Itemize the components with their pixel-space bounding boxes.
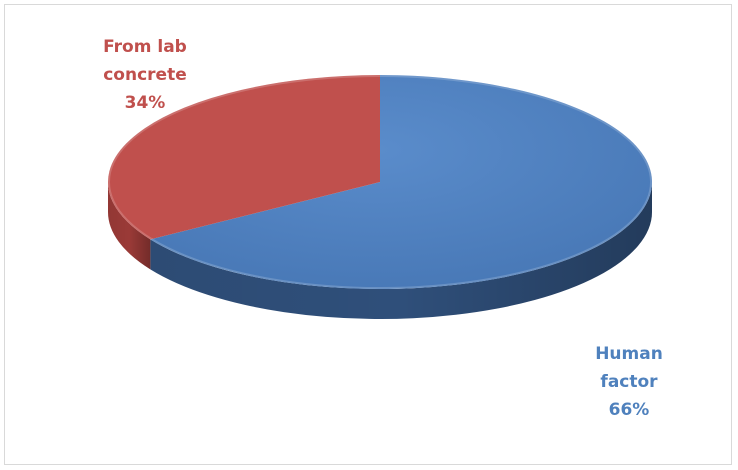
pie-rim-highlight	[108, 75, 652, 289]
pie-slice-0	[150, 75, 652, 289]
pie-tops	[108, 75, 652, 289]
pie-slice-1	[108, 75, 380, 240]
pie-slice-label-1: From lab concrete 34%	[103, 37, 187, 113]
pie-slice-side-shade-0	[150, 182, 652, 319]
pie-slice-side-shade-1	[108, 182, 151, 270]
pie-labels: Human factor 66% From lab concrete 34%	[103, 37, 663, 420]
pie-slice-label-0: Human factor 66%	[595, 344, 663, 420]
pie-sides	[108, 182, 652, 319]
